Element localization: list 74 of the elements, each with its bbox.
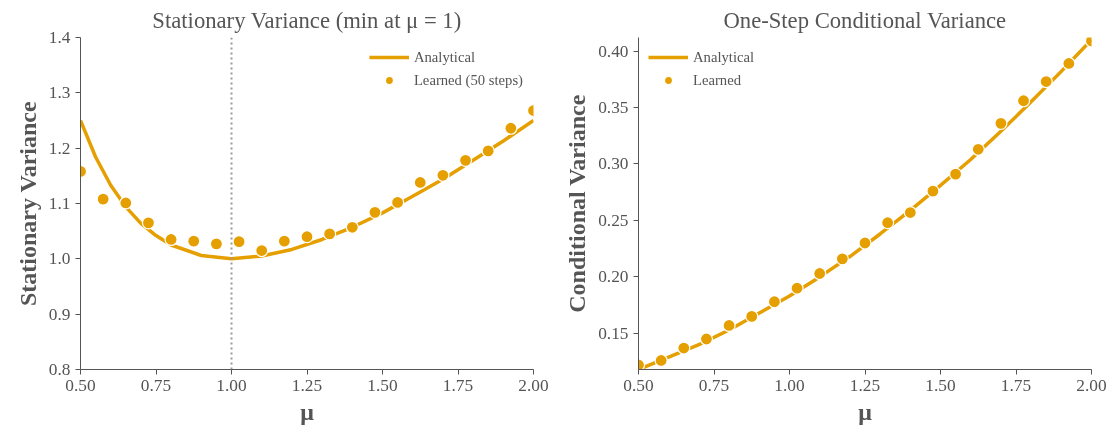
point [858,236,872,250]
point [277,234,291,248]
point [722,318,736,333]
x-tick-label: 1.25 [291,375,323,395]
point [654,353,668,368]
x-tick-label: 1.25 [849,375,881,395]
x-axis-title: μ [858,398,873,425]
y-tick-label: 0.35 [598,98,629,118]
point [300,230,314,244]
y-axis-title: Stationary Variance [14,101,41,307]
point [368,205,382,219]
y-tick-label: 0.15 [598,323,629,343]
point [187,234,201,248]
x-tick-label: 1.00 [774,375,805,395]
legend-label: Analytical [413,48,475,66]
x-tick-label: 1.00 [216,375,247,395]
x-tick-label: 1.50 [367,375,398,395]
point [232,235,246,249]
point [903,205,917,220]
point [767,295,781,309]
point [745,309,759,324]
point [255,243,269,258]
point [436,168,450,182]
point [813,266,827,281]
point [926,184,940,198]
y-tick-label: 0.9 [48,304,71,324]
point [119,196,133,210]
point [881,216,895,230]
y-tick-label: 1.4 [48,28,71,47]
y-tick-label: 1.2 [48,138,71,158]
point [1016,94,1031,108]
x-tick-label: 0.75 [140,375,172,395]
point [1062,56,1076,71]
y-tick-label: 1.3 [48,83,71,103]
point [835,252,849,266]
x-tick-label: 0.75 [698,375,730,395]
point [345,220,359,234]
point [971,142,985,156]
point [790,281,804,295]
x-tick-label: 2.00 [518,375,549,395]
point [677,341,691,355]
y-tick-label: 0.25 [598,210,629,230]
x-tick-label: 0.50 [623,375,654,395]
point [164,232,178,247]
point [141,216,156,230]
x-tick-label: 1.75 [442,375,474,395]
line-series [80,118,534,261]
point [96,192,110,206]
x-axis-title: μ [300,398,315,425]
legend-label: Analytical [693,48,755,66]
y-tick-label: 0.20 [598,267,629,287]
x-tick-label: 1.75 [1000,375,1032,395]
y-tick-label: 0.40 [598,41,629,61]
point [323,227,337,241]
point [949,167,963,181]
x-tick-label: 2.00 [1076,375,1107,395]
point [699,332,714,346]
legend-label: Learned (50 steps) [413,71,523,89]
y-tick-label: 1.0 [48,249,71,269]
point [1039,74,1053,89]
point [481,144,495,158]
point [458,153,473,167]
point [504,121,518,135]
y-tick-label: 1.1 [48,194,71,213]
point [413,175,427,190]
y-tick-label: 0.30 [598,154,629,174]
point [209,237,223,251]
legend-label: Learned [693,71,742,89]
chart-title: Stationary Variance (min at μ = 1) [152,7,462,33]
x-tick-label: 1.50 [925,375,956,395]
point [391,195,405,209]
y-axis-title: Conditional Variance [564,94,591,313]
chart-title: One-Step Conditional Variance [723,7,1007,33]
point [994,116,1008,130]
